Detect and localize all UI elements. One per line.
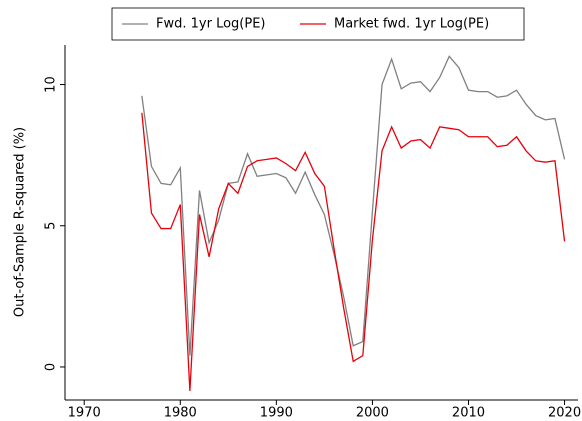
x-tick-label: 2000 (356, 406, 389, 421)
x-tick-label: 2010 (452, 406, 485, 421)
x-tick-label: 1970 (68, 406, 101, 421)
series-line (141, 112, 566, 391)
legend-label: Fwd. 1yr Log(PE) (156, 17, 265, 32)
y-tick-label: 0 (44, 363, 59, 371)
x-tick-label: 1990 (260, 406, 293, 421)
y-tick-label: 5 (44, 222, 59, 230)
y-axis-label: Out-of-Sample R-squared (%) (13, 127, 28, 317)
series-line (141, 55, 566, 356)
y-tick-label: 10 (44, 76, 59, 93)
legend-label: Market fwd. 1yr Log(PE) (334, 17, 489, 32)
x-tick-label: 1980 (164, 406, 197, 421)
x-tick-label: 2020 (548, 406, 581, 421)
